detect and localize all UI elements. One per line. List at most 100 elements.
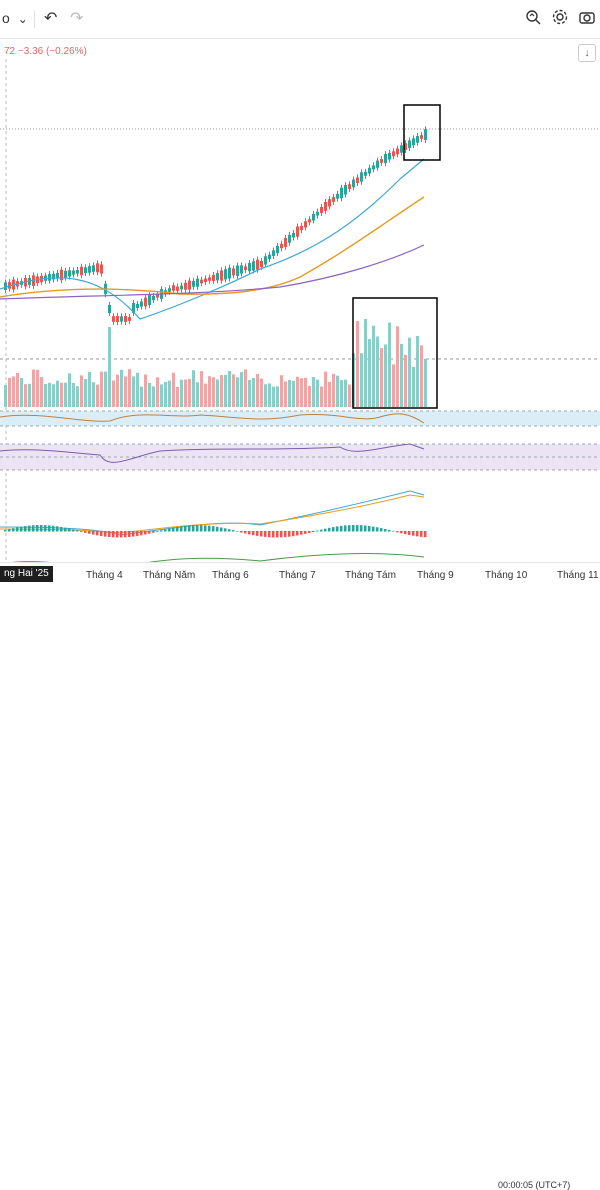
- volume-bar: [296, 376, 299, 407]
- macd-histogram-bar: [76, 530, 79, 532]
- gear-icon[interactable]: [551, 8, 569, 29]
- candle-body: [56, 272, 59, 279]
- macd-histogram-bar: [164, 529, 167, 532]
- candle-body: [128, 317, 131, 321]
- macd-histogram-bar: [60, 526, 63, 532]
- candle-body: [132, 303, 135, 313]
- time-axis[interactable]: 3 Tháng 4 Tháng Năm Tháng 6 Tháng 7 Thán…: [0, 562, 600, 589]
- volume-bar: [248, 379, 251, 407]
- macd-histogram-bar: [244, 531, 247, 534]
- redo-icon[interactable]: ↷: [70, 10, 84, 27]
- volume-bar: [268, 383, 271, 407]
- candle-body: [72, 270, 75, 275]
- macd-histogram-bar: [228, 529, 231, 532]
- volume-bar: [92, 382, 95, 407]
- macd-histogram-bar: [420, 531, 423, 537]
- volume-bar: [96, 384, 99, 407]
- candle-body: [184, 282, 187, 290]
- time-label: Tháng 11: [557, 570, 599, 581]
- volume-bar: [424, 358, 427, 407]
- candle-body: [312, 213, 315, 221]
- macd-histogram-bar: [336, 526, 339, 532]
- volume-bar: [152, 386, 155, 407]
- candle-body: [264, 256, 267, 265]
- volume-bar: [292, 380, 295, 407]
- candle-body: [412, 138, 415, 146]
- candle-body: [100, 264, 103, 274]
- candle-body: [248, 262, 251, 272]
- macd-histogram-bar: [384, 528, 387, 532]
- interval-selector[interactable]: o ⌄: [2, 10, 28, 26]
- candle-body: [116, 315, 119, 323]
- macd-histogram-bar: [320, 529, 323, 532]
- candle-body: [220, 270, 223, 281]
- volume-bar: [312, 377, 315, 407]
- undo-icon[interactable]: ↶: [44, 10, 58, 27]
- macd-histogram-bar: [352, 525, 355, 532]
- volume-bar: [380, 348, 383, 407]
- macd-histogram-bar: [36, 525, 39, 532]
- macd-histogram-bar: [132, 531, 135, 537]
- macd-histogram-bar: [272, 531, 275, 538]
- price-chart[interactable]: [0, 38, 600, 600]
- candle-body: [232, 268, 235, 276]
- candle-body: [148, 295, 151, 305]
- volume-bar: [24, 384, 27, 407]
- macd-histogram-bar: [184, 525, 187, 532]
- candle-body: [244, 266, 247, 271]
- time-label: Tháng 6: [212, 570, 249, 581]
- macd-histogram-bar: [128, 531, 131, 538]
- volume-bar: [256, 374, 259, 407]
- volume-bar: [180, 379, 183, 407]
- candle-body: [276, 246, 279, 254]
- macd-histogram-bar: [28, 525, 31, 532]
- camera-icon[interactable]: [578, 8, 596, 29]
- time-label: Tháng 10: [485, 570, 528, 581]
- volume-bar: [344, 379, 347, 407]
- candle-body: [196, 278, 199, 287]
- macd-histogram-bar: [304, 531, 307, 534]
- macd-histogram-bar: [284, 531, 287, 538]
- macd-histogram-bar: [312, 531, 315, 533]
- macd-histogram-bar: [280, 531, 283, 538]
- candle-body: [216, 273, 219, 281]
- volume-bar: [88, 371, 91, 407]
- candle-body: [296, 226, 299, 237]
- volume-bar: [32, 369, 35, 407]
- candle-body: [208, 277, 211, 281]
- top-toolbar: o ⌄ ↶ ↷: [0, 0, 600, 39]
- candle-body: [332, 196, 335, 202]
- macd-histogram-bar: [412, 531, 415, 536]
- ma-slow-line: [0, 244, 425, 300]
- volume-bar: [40, 377, 43, 407]
- macd-histogram-bar: [160, 530, 163, 532]
- candle-body: [112, 316, 115, 322]
- volume-bar: [136, 372, 139, 407]
- volume-bar: [404, 354, 407, 407]
- candle-body: [272, 250, 275, 256]
- macd-histogram-bar: [220, 527, 223, 532]
- highlight-box-price: [403, 104, 441, 161]
- candle-body: [336, 193, 339, 199]
- volume-bar: [272, 386, 275, 407]
- volume-bar: [308, 385, 311, 407]
- volume-bar: [280, 375, 283, 407]
- macd-histogram-bar: [332, 527, 335, 532]
- volume-bar: [200, 371, 203, 407]
- volume-bar: [116, 374, 119, 407]
- utc-clock[interactable]: 00:00:05 (UTC+7): [498, 1180, 571, 1190]
- volume-bar: [64, 382, 67, 407]
- macd-histogram-bar: [100, 531, 103, 537]
- volume-bar: [364, 318, 367, 407]
- volume-bar: [148, 382, 151, 407]
- volume-bar: [12, 376, 15, 407]
- volume-bar: [228, 371, 231, 407]
- macd-histogram-bar: [96, 531, 99, 536]
- volume-bar: [336, 375, 339, 407]
- macd-histogram-bar: [176, 526, 179, 532]
- candle-body: [364, 171, 367, 176]
- volume-bar: [192, 370, 195, 407]
- candle-body: [320, 206, 323, 214]
- scroll-down-icon[interactable]: ↓: [578, 44, 596, 62]
- screenshot-icon[interactable]: [524, 8, 542, 29]
